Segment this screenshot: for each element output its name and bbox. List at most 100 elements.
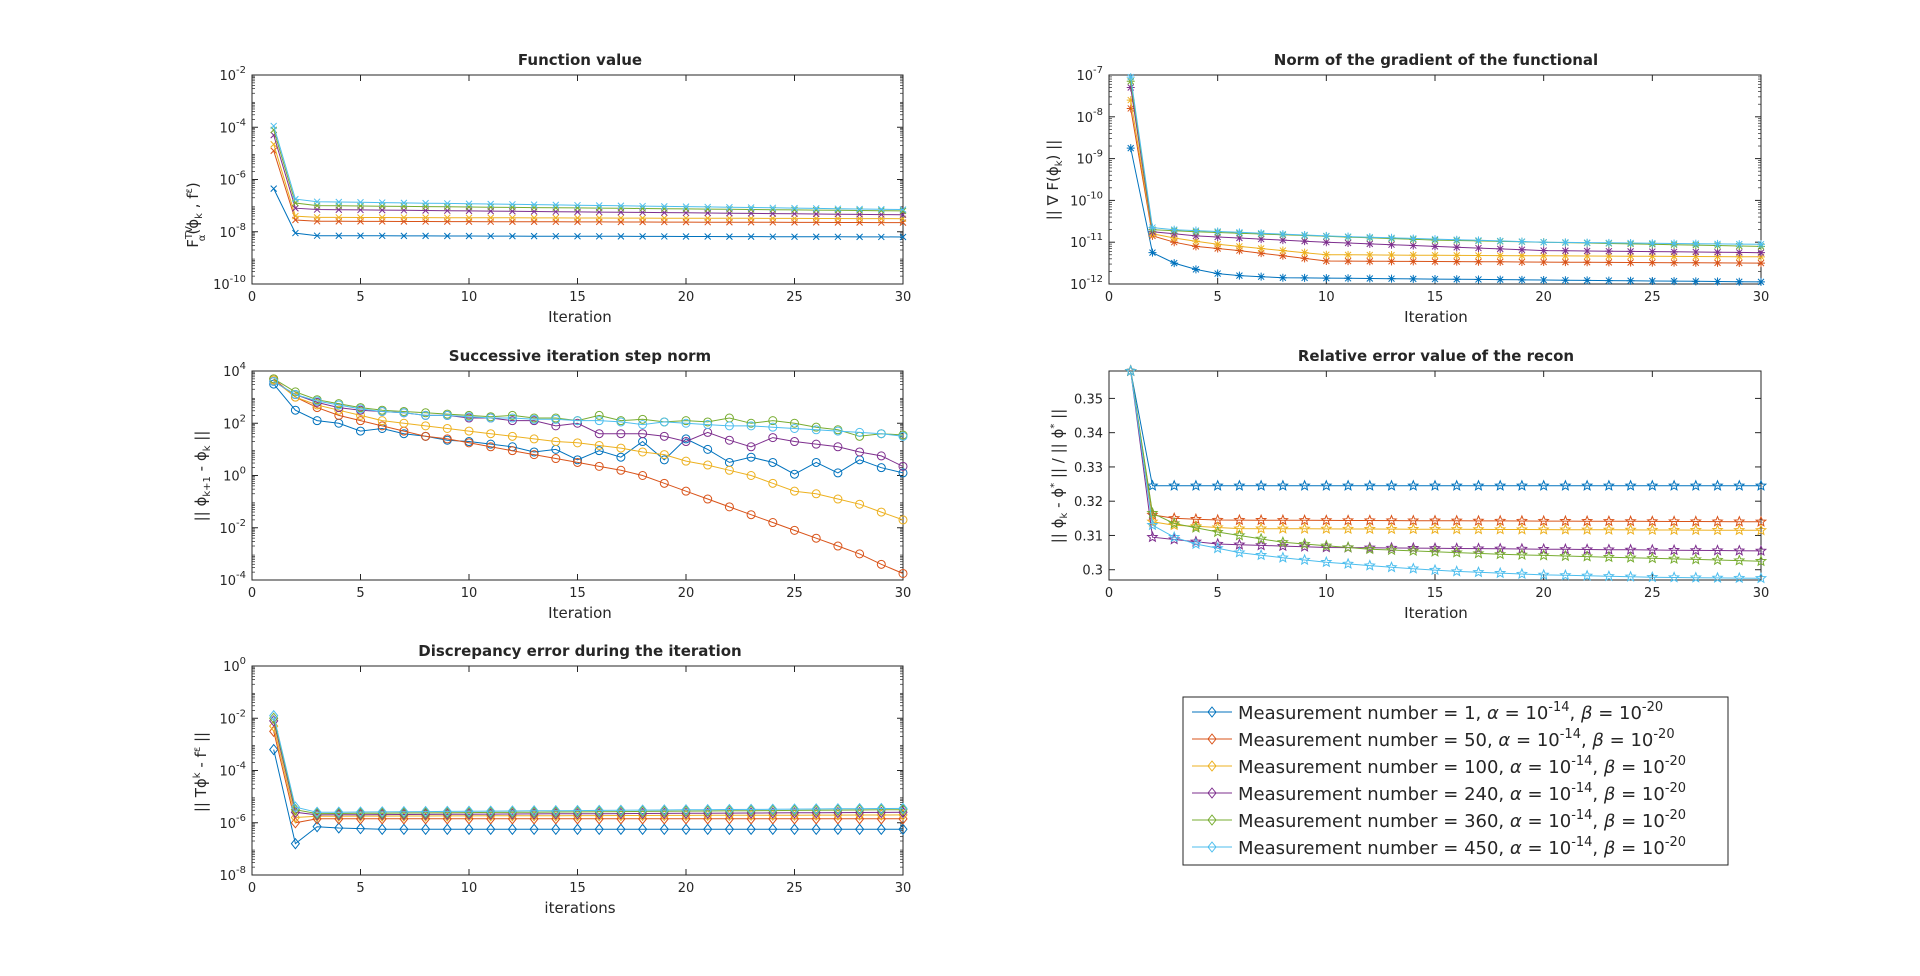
- legend-box: [1182, 696, 1729, 866]
- data-point: [791, 204, 798, 212]
- data-point: [312, 820, 322, 833]
- data-point: [1431, 275, 1439, 284]
- data-point: [269, 720, 279, 732]
- legend: Measurement number = 1, α = 10-14, β = 1…: [1182, 696, 1729, 866]
- data-point: [1168, 530, 1181, 543]
- data-point: [378, 214, 386, 221]
- data-point: [1428, 545, 1442, 557]
- data-point: [1602, 569, 1615, 582]
- data-point: [1235, 242, 1244, 251]
- data-point: [833, 494, 843, 504]
- series-1: [269, 743, 908, 850]
- data-point: [1148, 223, 1157, 232]
- data-point: [1428, 541, 1442, 554]
- data-point: [659, 478, 669, 488]
- data-point: [595, 202, 603, 209]
- data-point: [442, 805, 452, 818]
- series-line: [273, 125, 904, 210]
- data-point: [1300, 231, 1309, 240]
- data-point: [290, 816, 301, 829]
- data-point: [594, 461, 604, 471]
- data-point: [1515, 479, 1528, 491]
- data-point: [1733, 571, 1746, 584]
- x-tick-label: 5: [356, 290, 364, 305]
- x-tick-label: 15: [1427, 290, 1444, 305]
- series-line: [273, 150, 903, 224]
- data-point: [1561, 276, 1570, 285]
- data-point: [660, 214, 668, 222]
- data-point: [357, 232, 364, 240]
- data-point: [747, 204, 755, 211]
- data-point: [1689, 515, 1702, 527]
- x-tick-label: 30: [895, 881, 912, 896]
- data-point: [746, 452, 756, 462]
- data-point: [898, 431, 908, 441]
- data-point: [552, 214, 560, 222]
- data-point: [1168, 518, 1181, 531]
- data-point: [1561, 238, 1570, 247]
- data-point: [1626, 276, 1635, 285]
- data-point: [1539, 276, 1548, 285]
- data-point: [1711, 479, 1724, 491]
- x-tick-label: 0: [248, 881, 256, 896]
- data-point: [465, 214, 473, 222]
- data-point: [509, 232, 516, 240]
- data-point: [334, 400, 344, 410]
- data-point: [1235, 228, 1244, 237]
- x-tick-label: 20: [678, 586, 695, 601]
- data-point: [1257, 244, 1266, 253]
- data-point: [509, 200, 516, 208]
- data-point: [746, 823, 756, 836]
- data-point: [356, 416, 365, 426]
- data-point: [420, 805, 431, 818]
- data-point: [768, 478, 778, 488]
- data-point: [833, 823, 843, 836]
- data-point: [703, 803, 713, 816]
- x-axis-label-gradient-norm: Iteration: [1404, 308, 1468, 326]
- data-point: [1711, 523, 1724, 536]
- data-point: [573, 457, 582, 467]
- data-point: [530, 204, 538, 211]
- data-point: [507, 431, 517, 441]
- data-point: [876, 463, 886, 473]
- data-point: [1496, 257, 1505, 266]
- data-point: [768, 823, 778, 836]
- x-tick-label: 20: [678, 881, 695, 896]
- data-point: [1409, 274, 1418, 283]
- series-line: [273, 134, 904, 216]
- data-point: [1646, 551, 1659, 564]
- axes-frame: [251, 74, 904, 285]
- data-point: [487, 214, 495, 222]
- data-point: [1126, 144, 1135, 153]
- data-point: [703, 417, 713, 427]
- data-point: [1757, 259, 1765, 268]
- data-point: [1735, 240, 1744, 249]
- y-tick-label: 0.34: [1074, 427, 1103, 442]
- data-point: [1754, 571, 1768, 584]
- data-point: [1472, 547, 1485, 559]
- data-point: [595, 232, 603, 240]
- x-tick-label: 15: [1427, 586, 1444, 601]
- data-point: [399, 429, 409, 439]
- data-point: [768, 457, 778, 467]
- legend-label: Measurement number = 450, α = 10-14, β =…: [1238, 835, 1686, 859]
- plot-step-norm: Successive iteration step norm Iteration…: [192, 347, 911, 622]
- data-point: [681, 486, 691, 496]
- data-point: [617, 204, 625, 212]
- data-point: [399, 418, 409, 428]
- data-point: [1322, 257, 1331, 266]
- data-point: [811, 823, 821, 836]
- data-point: [898, 823, 908, 836]
- series-6: [1126, 73, 1765, 249]
- data-point: [1450, 522, 1463, 535]
- data-point: [486, 439, 496, 449]
- data-point: [1604, 276, 1613, 285]
- data-point: [1450, 479, 1463, 491]
- data-point: [659, 450, 669, 460]
- data-point: [1298, 553, 1311, 566]
- data-point: [1211, 537, 1224, 550]
- legend-label: Measurement number = 50, α = 10-14, β = …: [1238, 727, 1675, 751]
- data-point: [768, 422, 778, 432]
- data-point: [726, 214, 733, 222]
- legend-marker: [1207, 760, 1217, 772]
